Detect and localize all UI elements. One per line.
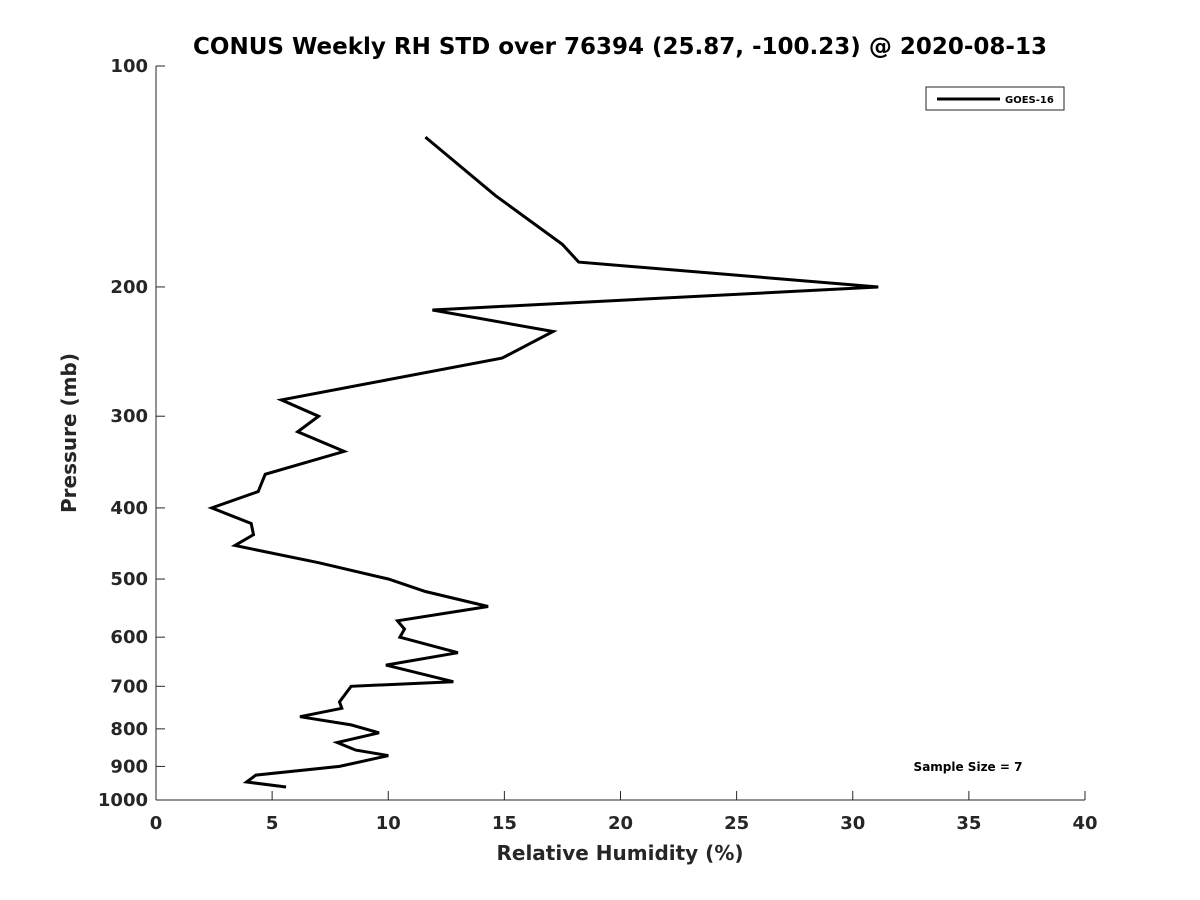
chart-title: CONUS Weekly RH STD over 76394 (25.87, -…: [193, 34, 1047, 60]
y-tick-label: 500: [110, 569, 148, 590]
y-tick-label: 900: [110, 756, 148, 777]
plot-area: [155, 66, 1085, 801]
x-axis-label: Relative Humidity (%): [496, 841, 743, 865]
x-tick-label: 15: [492, 813, 517, 834]
x-tick-label: 30: [840, 813, 865, 834]
x-tick-label: 25: [724, 813, 749, 834]
series-layer: [207, 135, 879, 789]
y-tick-label: 400: [110, 498, 148, 519]
x-tick-label: 10: [376, 813, 401, 834]
legend-label: GOES-16: [1005, 95, 1054, 106]
x-tick-label: 20: [608, 813, 633, 834]
y-ticks: 100 200 300 400 500 600 700 800 900 1000: [98, 56, 165, 811]
y-tick-label: 300: [110, 406, 148, 427]
sample-size-annotation: Sample Size = 7: [914, 760, 1023, 774]
y-tick-label: 200: [110, 277, 148, 298]
x-ticks: 0 5 10 15 20 25 30 35 40: [150, 791, 1098, 834]
x-tick-label: 40: [1072, 813, 1097, 834]
series-line-goes-16: [207, 135, 879, 789]
y-tick-label: 100: [110, 56, 148, 77]
y-tick-label: 700: [110, 676, 148, 697]
y-tick-label: 600: [110, 627, 148, 648]
x-tick-label: 5: [266, 813, 279, 834]
legend: GOES-16: [925, 86, 1065, 111]
x-tick-label: 35: [956, 813, 981, 834]
y-axis-label: Pressure (mb): [57, 353, 81, 513]
x-tick-label: 0: [150, 813, 163, 834]
y-tick-label: 800: [110, 719, 148, 740]
y-tick-label: 1000: [98, 790, 148, 811]
